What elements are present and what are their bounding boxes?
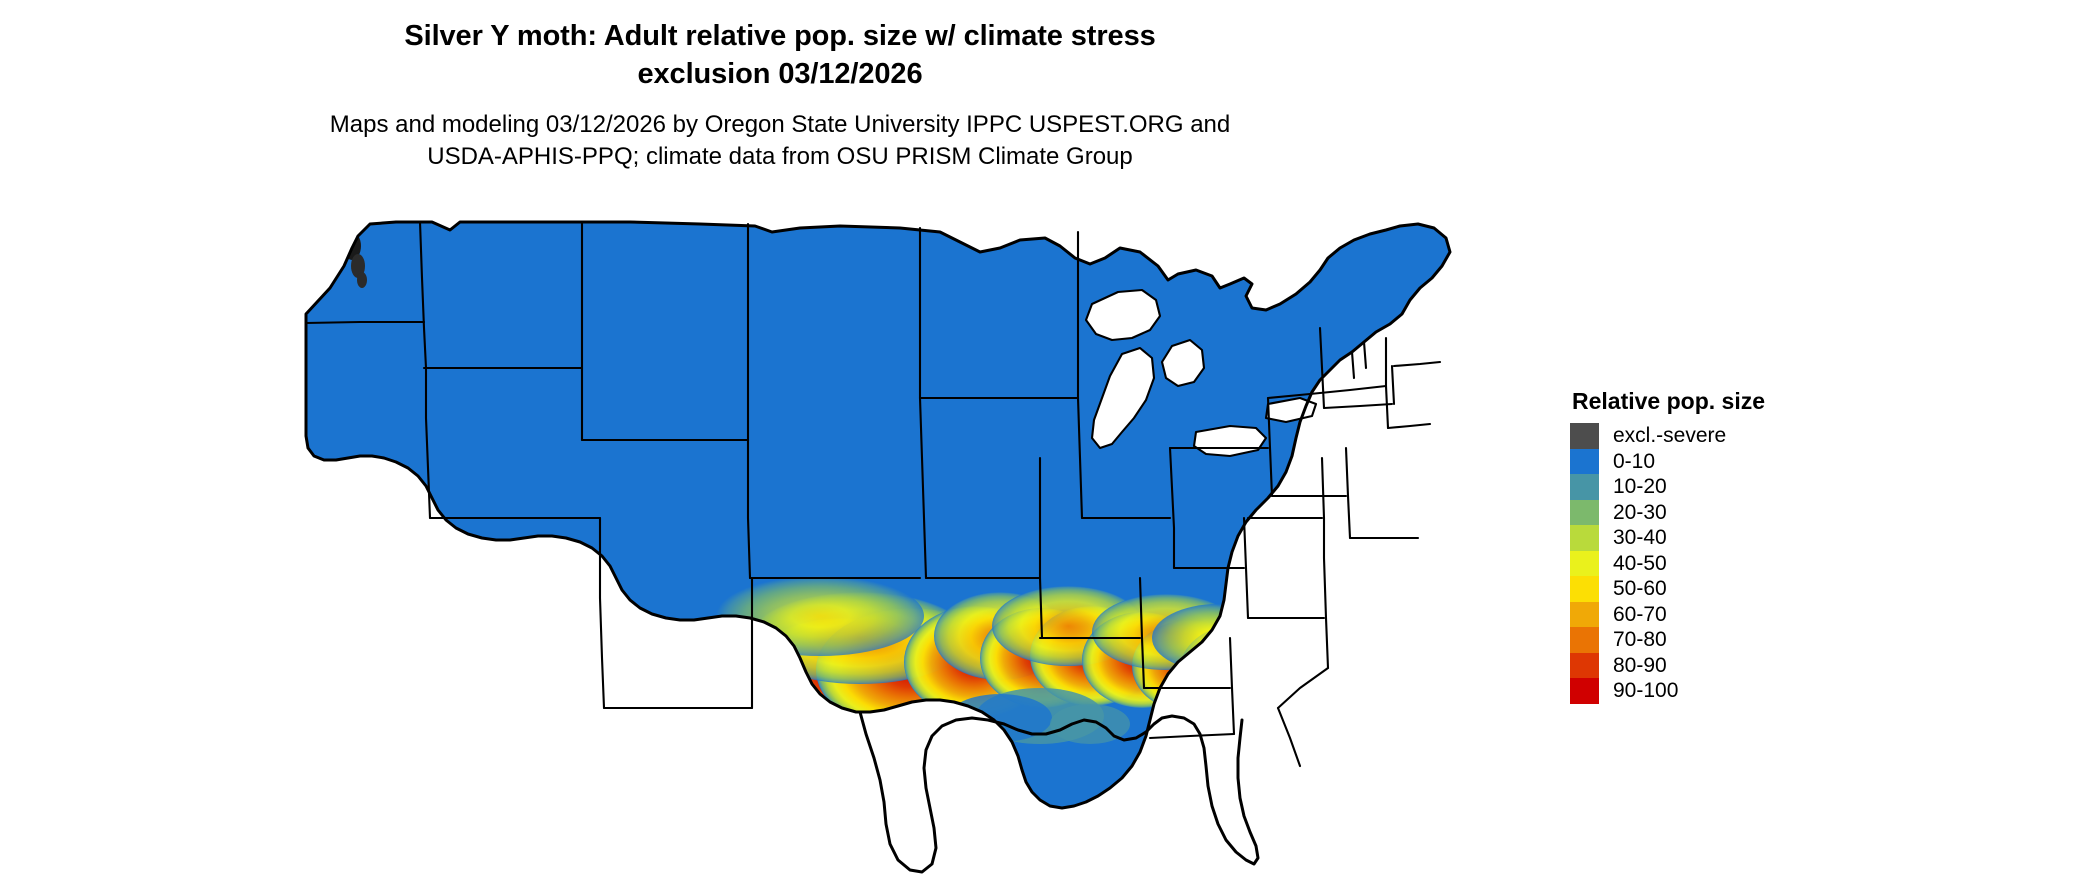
legend-entry: 40-50 — [1570, 550, 1765, 576]
legend-swatch — [1570, 474, 1599, 500]
legend-entry: 20-30 — [1570, 499, 1765, 525]
legend-label: 40-50 — [1613, 551, 1667, 575]
legend-swatch — [1570, 576, 1599, 602]
map-panel[interactable] — [300, 218, 1550, 888]
page-title: Silver Y moth: Adult relative pop. size … — [404, 20, 1156, 90]
legend-label: 20-30 — [1613, 500, 1667, 524]
lake-erie — [1192, 424, 1268, 458]
legend-entry: 60-70 — [1570, 601, 1765, 627]
legend-swatch — [1570, 448, 1599, 474]
legend-entry: 80-90 — [1570, 652, 1765, 678]
legend-swatch — [1570, 627, 1599, 653]
legend-label: 90-100 — [1613, 679, 1679, 702]
legend-swatch — [1570, 499, 1599, 525]
legend-label: 30-40 — [1613, 526, 1667, 549]
lake-huron — [1160, 338, 1206, 388]
legend-swatch — [1570, 525, 1599, 551]
legend-swatch — [1570, 652, 1599, 678]
legend-label: 10-20 — [1613, 475, 1667, 498]
legend-label: 60-70 — [1613, 602, 1667, 626]
legend-entry: 10-20 — [1570, 474, 1765, 500]
legend-swatch — [1570, 423, 1599, 449]
state-borders — [304, 220, 1442, 768]
legend-label: 0-10 — [1613, 449, 1656, 473]
legend-label: 80-90 — [1613, 653, 1667, 677]
figure-subtitle: Maps and modeling 03/12/2026 by Oregon S… — [329, 111, 1231, 171]
conus-outline — [304, 220, 1452, 810]
lake-superior — [1084, 288, 1162, 342]
legend-swatch — [1570, 678, 1599, 704]
legend-entry: excl.-severe — [1570, 423, 1765, 449]
legend-entry-list: excl.-severe 0-10 10-20 20-30 30-40 40-50 50-6… — [1570, 423, 1765, 704]
legend-entry: 50-60 — [1570, 576, 1765, 602]
us-choropleth-map[interactable] — [300, 218, 1550, 888]
legend-entry: 0-10 — [1570, 448, 1765, 474]
title-block: Silver Y moth: Adult relative pop. size … — [0, 18, 1560, 173]
legend-label: 50-60 — [1613, 577, 1667, 600]
map-legend: Relative pop. size excl.-severe 0-10 10-20… — [1570, 388, 1765, 704]
boundaries-layer — [304, 220, 1452, 874]
legend-label: excl.-severe — [1613, 424, 1727, 447]
legend-title: Relative pop. size — [1572, 388, 1766, 414]
legend-entry: 70-80 — [1570, 627, 1765, 653]
legend-entry: 30-40 — [1570, 525, 1765, 551]
legend-swatch — [1570, 601, 1599, 627]
legend-swatch — [1570, 550, 1599, 576]
gulf-coast-florida — [858, 710, 1260, 874]
legend-label: 70-80 — [1613, 628, 1667, 651]
lake-michigan — [1090, 346, 1156, 450]
legend-entry: 90-100 — [1570, 678, 1765, 704]
